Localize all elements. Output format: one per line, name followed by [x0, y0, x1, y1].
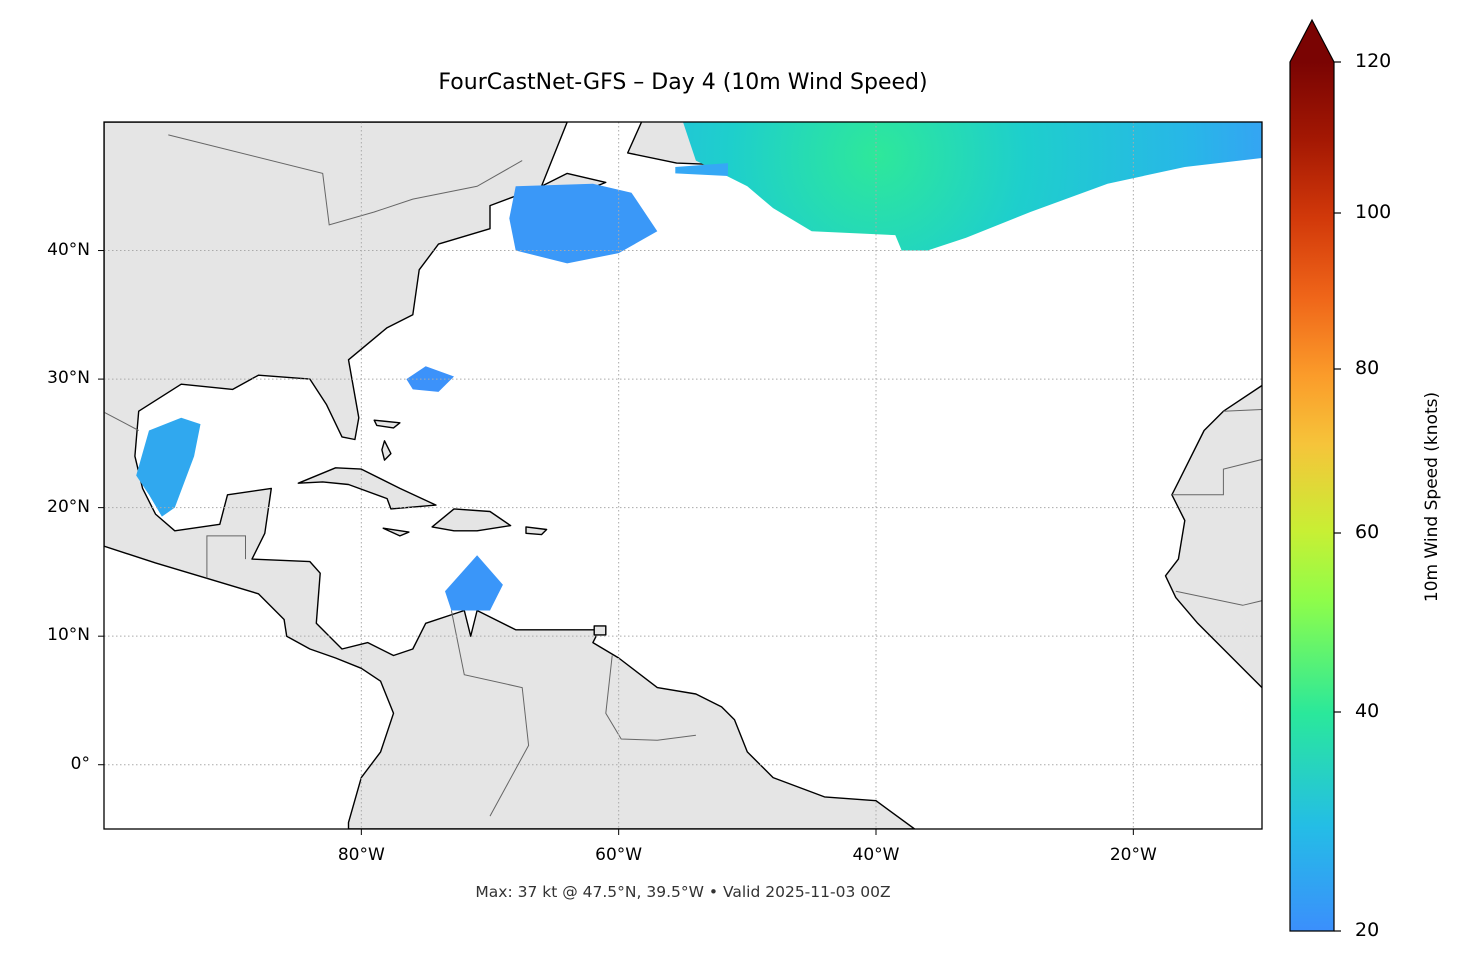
country-border: [1171, 458, 1262, 496]
lon-tick-label: 40°W: [852, 845, 900, 865]
colorbar-tick-label: 100: [1355, 201, 1392, 223]
country-border: [168, 134, 523, 226]
lon-tick-label: 60°W: [595, 845, 643, 865]
country-border: [104, 411, 139, 431]
country-border: [1175, 590, 1262, 606]
country-border: [1223, 408, 1262, 412]
land-americas: [104, 122, 916, 829]
country-border: [605, 655, 696, 741]
land-bahamas: [373, 419, 401, 429]
colorbar-tick-label: 20: [1355, 919, 1380, 941]
colorbar-tick-label: 60: [1355, 521, 1380, 543]
colorbar-tick-label: 120: [1355, 50, 1392, 72]
land-trinidad: [593, 625, 607, 636]
map-title: FourCastNet-GFS – Day 4 (10m Wind Speed): [438, 70, 928, 95]
wind-region-off-georgia: [406, 366, 454, 392]
land-puerto-rico: [525, 526, 548, 536]
map-frame: [103, 121, 1263, 830]
lon-tick-label: 20°W: [1109, 845, 1157, 865]
lat-tick-label: 0°: [70, 753, 90, 774]
colorbar-label: 10m Wind Speed (knots): [1422, 391, 1442, 603]
wind-region-northeast-atlantic: [683, 122, 1262, 251]
wind-speed-field: [136, 122, 1262, 611]
colorbar-tick-label: 40: [1355, 700, 1380, 722]
country-border: [450, 610, 530, 817]
lat-tick-label: 40°N: [47, 239, 90, 260]
max-info-footer: Max: 37 kt @ 47.5°N, 39.5°W • Valid 2025…: [475, 883, 891, 901]
country-border: [206, 535, 246, 579]
land-africa: [1164, 384, 1262, 689]
colorbar: [1289, 18, 1341, 932]
colorbar-gradient: [1290, 62, 1334, 931]
land-cuba: [297, 467, 437, 510]
lat-tick-label: 30°N: [47, 368, 90, 389]
colorbar-extend-arrow: [1290, 20, 1334, 62]
wind-region-gulf-of-mexico: [136, 417, 201, 517]
land-hispaniola: [431, 508, 512, 532]
wind-region-northeast-atlantic-strip: [675, 163, 728, 176]
axis-ticks: [98, 250, 1134, 835]
gridlines: [104, 122, 1262, 829]
land-andros: [381, 440, 392, 461]
wind-region-caribbean: [445, 555, 503, 611]
wind-region-off-new-england: [509, 183, 658, 264]
colorbar-tick-label: 80: [1355, 357, 1380, 379]
land-layer: [104, 122, 1262, 829]
lat-tick-label: 20°N: [47, 496, 90, 517]
lon-tick-label: 80°W: [337, 845, 385, 865]
lat-tick-label: 10°N: [47, 625, 90, 646]
land-jamaica: [382, 527, 410, 537]
